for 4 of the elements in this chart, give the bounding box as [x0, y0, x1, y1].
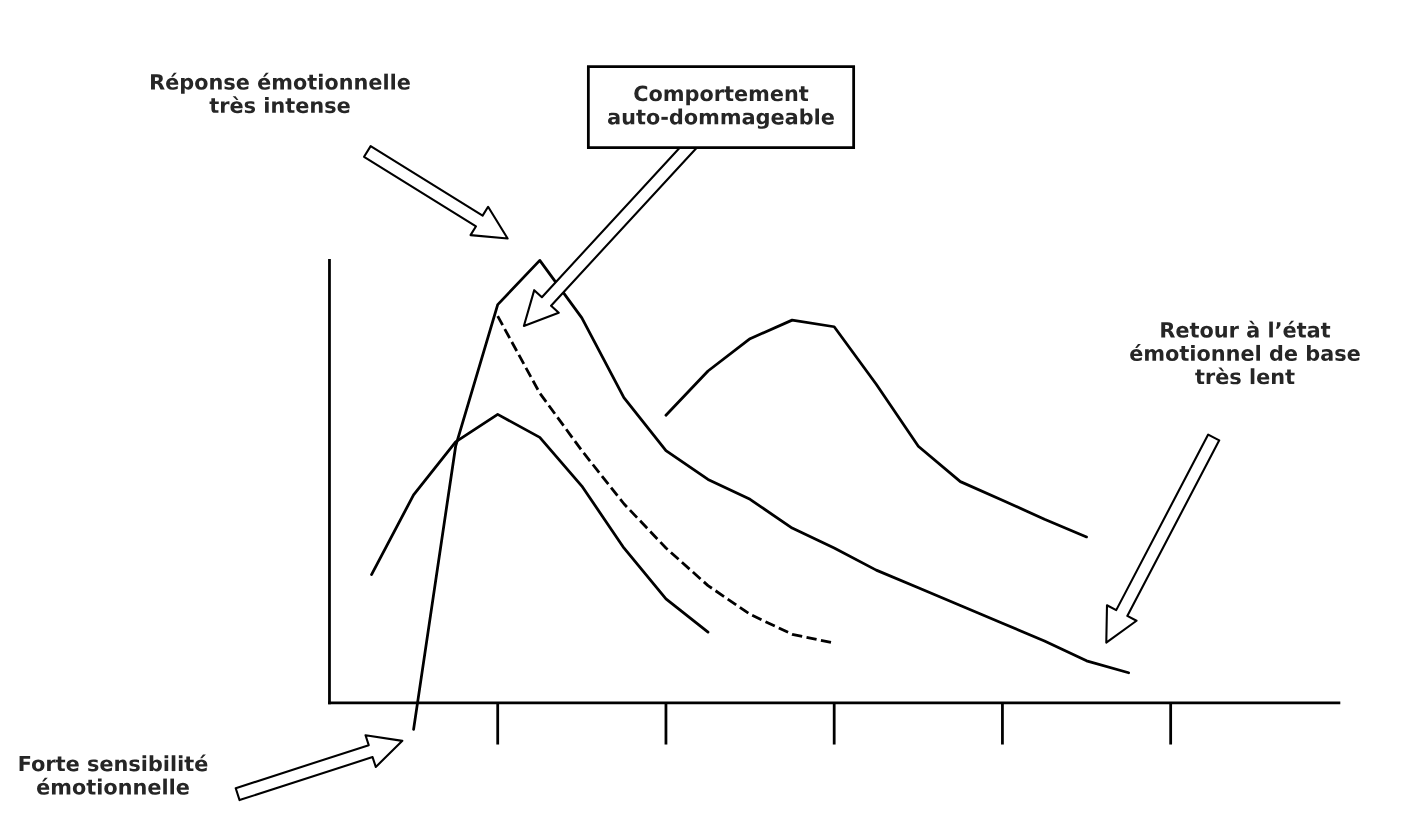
text: Réponse émotionnelle très intense [151, 72, 410, 114]
text: Comportement auto-dommageable [608, 85, 834, 129]
annotation: Retour à l’état émotionnel de base très lent [1130, 320, 1360, 385]
text: Forte sensibilité émotionnelle [19, 754, 208, 795]
